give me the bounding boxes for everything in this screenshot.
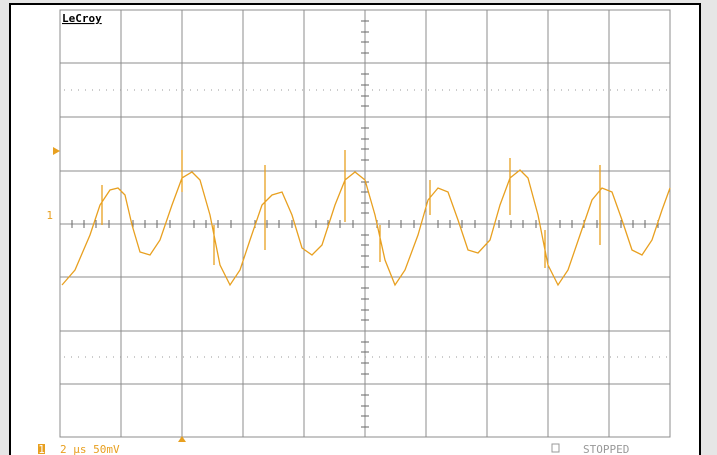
screen-frame	[9, 3, 701, 455]
status-channel: 1	[38, 443, 45, 455]
graticule	[59, 9, 671, 438]
waveform-trace	[61, 150, 671, 287]
axis-ticks	[71, 20, 659, 428]
brand-logo: LeCroy	[62, 12, 102, 25]
status-state: STOPPED	[583, 443, 629, 455]
channel-badge	[38, 444, 45, 454]
offset-marker	[53, 147, 60, 155]
minor-dots	[64, 89, 670, 358]
status-settings: 2 µs 50mV	[60, 443, 120, 455]
trigger-marker	[178, 436, 186, 442]
status-box	[551, 443, 560, 453]
channel-marker: 1	[46, 209, 53, 222]
